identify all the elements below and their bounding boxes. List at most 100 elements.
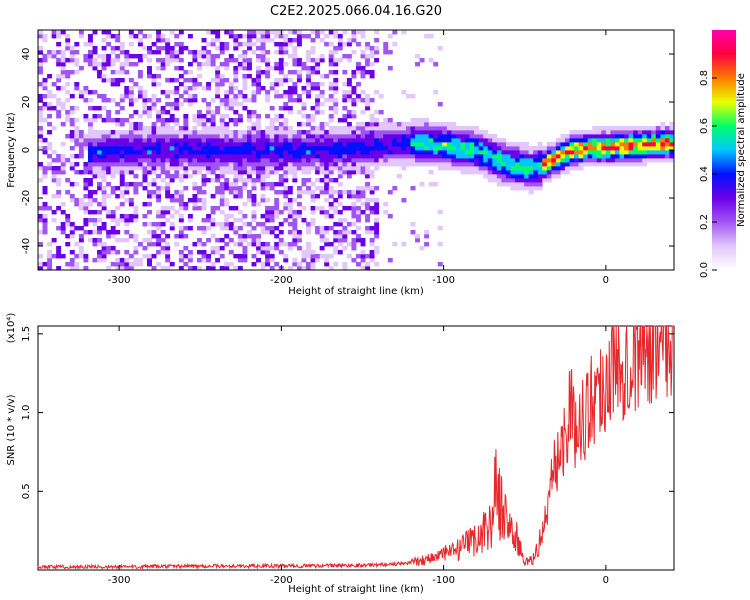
heatmap-cell xyxy=(392,42,398,47)
heatmap-cell xyxy=(664,134,670,139)
heatmap-cell xyxy=(260,142,266,147)
heatmap-cell xyxy=(501,138,507,143)
heatmap-cell xyxy=(633,158,639,163)
heatmap-cell xyxy=(392,162,398,167)
heatmap-cell xyxy=(242,82,248,87)
heatmap-cell xyxy=(315,178,321,183)
heatmap-cell xyxy=(610,126,616,131)
heatmap-cell xyxy=(128,218,134,223)
heatmap-cell xyxy=(87,130,93,135)
heatmap-cell xyxy=(296,30,302,35)
heatmap-cell xyxy=(219,226,225,231)
heatmap-cell xyxy=(87,194,93,199)
heatmap-cell xyxy=(374,118,380,123)
heatmap-cell xyxy=(265,186,271,191)
heatmap-cell xyxy=(374,50,380,55)
heatmap-cell xyxy=(278,94,284,99)
heatmap-cell xyxy=(74,170,80,175)
heatmap-cell xyxy=(178,138,184,143)
heatmap-cell xyxy=(165,250,171,255)
heatmap-cell xyxy=(546,178,552,183)
heatmap-cell xyxy=(69,226,75,231)
heatmap-cell xyxy=(92,90,98,95)
heatmap-cell xyxy=(356,194,361,199)
heatmap-cell xyxy=(124,250,130,255)
heatmap-cell xyxy=(337,202,343,207)
heatmap-cell xyxy=(256,86,261,91)
heatmap-cell xyxy=(424,150,430,155)
heatmap-cell xyxy=(56,98,62,103)
heatmap-cell xyxy=(251,150,257,155)
heatmap-cell xyxy=(333,30,339,35)
heatmap-cell xyxy=(551,170,557,175)
heatmap-cell xyxy=(415,158,420,163)
heatmap-cell xyxy=(260,178,266,183)
heatmap-cell xyxy=(246,118,252,123)
heatmap-cell xyxy=(283,254,289,259)
heatmap-cell xyxy=(274,90,280,95)
heatmap-cell xyxy=(546,150,552,155)
heatmap-cell xyxy=(428,126,434,131)
heatmap-cell xyxy=(301,190,307,195)
heatmap-cell xyxy=(492,166,498,171)
heatmap-cell xyxy=(642,142,648,147)
heatmap-cell xyxy=(346,110,352,115)
heatmap-cell xyxy=(165,58,171,63)
heatmap-cell xyxy=(496,170,502,175)
heatmap-cell xyxy=(360,166,366,171)
heatmap-cell xyxy=(642,130,648,135)
heatmap-cell xyxy=(287,206,293,211)
heatmap-cell xyxy=(137,138,143,143)
heatmap-cell xyxy=(156,262,162,267)
heatmap-cell xyxy=(74,134,80,139)
heatmap-cell xyxy=(215,142,221,147)
heatmap-cell xyxy=(301,250,307,255)
heatmap-cell xyxy=(328,166,334,171)
heatmap-cell xyxy=(115,206,121,211)
heatmap-cell xyxy=(133,158,139,163)
heatmap-cell xyxy=(142,254,148,259)
heatmap-cell xyxy=(496,166,502,171)
heatmap-cell xyxy=(74,138,80,143)
heatmap-cell xyxy=(83,194,89,199)
heatmap-cell xyxy=(178,94,184,99)
heatmap-cell xyxy=(174,146,180,151)
heatmap-cell xyxy=(433,90,439,95)
heatmap-cell xyxy=(415,62,420,67)
heatmap-cell xyxy=(392,154,398,159)
heatmap-cell xyxy=(337,130,343,135)
heatmap-cell xyxy=(346,94,352,99)
heatmap-cell xyxy=(233,266,239,271)
heatmap-cell xyxy=(242,106,248,111)
heatmap-cell xyxy=(455,158,461,163)
heatmap-cell xyxy=(251,234,257,239)
heatmap-cell xyxy=(374,218,380,223)
heatmap-cell xyxy=(315,194,321,199)
heatmap-cell xyxy=(492,178,498,183)
heatmap-cell xyxy=(274,198,280,203)
heatmap-cell xyxy=(183,234,189,239)
heatmap-cell xyxy=(487,150,493,155)
heatmap-cell xyxy=(192,118,198,123)
heatmap-cell xyxy=(274,190,280,195)
heatmap-cell xyxy=(419,126,425,131)
heatmap-cell xyxy=(287,230,293,235)
heatmap-cell xyxy=(306,66,311,71)
heatmap-cell xyxy=(187,162,193,167)
heatmap-cell xyxy=(283,126,289,131)
heatmap-cell xyxy=(296,238,302,243)
heatmap-cell xyxy=(269,142,275,147)
heatmap-cell xyxy=(174,90,180,95)
heatmap-cell xyxy=(319,54,325,59)
heatmap-cell xyxy=(133,126,139,131)
heatmap-cell xyxy=(128,54,134,59)
heatmap-cell xyxy=(283,186,289,191)
heatmap-cell xyxy=(415,234,420,239)
heatmap-cell xyxy=(324,182,330,187)
heatmap-cell xyxy=(301,150,307,155)
heatmap-cell xyxy=(578,146,584,151)
heatmap-cell xyxy=(646,134,652,139)
heatmap-cell xyxy=(169,162,175,167)
heatmap-cell xyxy=(92,218,98,223)
heatmap-cell xyxy=(178,258,184,263)
